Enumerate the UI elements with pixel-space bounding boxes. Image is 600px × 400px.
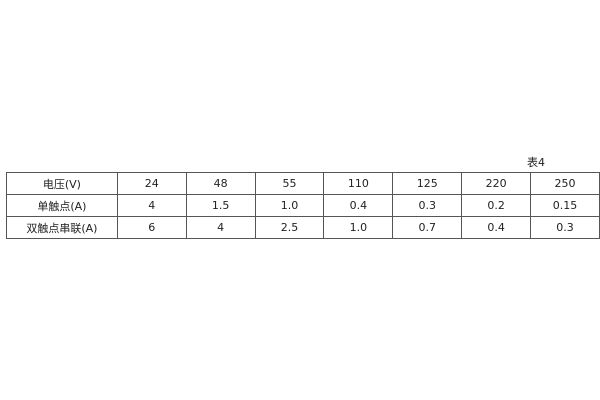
table-row: 双触点串联(A) 6 4 2.5 1.0 0.7 0.4 0.3 bbox=[6, 216, 600, 239]
table-cell: 24 bbox=[116, 172, 187, 195]
table-cell: 0.7 bbox=[392, 216, 463, 239]
table-cell: 250 bbox=[530, 172, 600, 195]
table-cell: 4 bbox=[185, 216, 256, 239]
table-cell: 1.0 bbox=[323, 216, 394, 239]
table-cell: 2.5 bbox=[254, 216, 325, 239]
table-cell: 125 bbox=[392, 172, 463, 195]
table-caption: 表4 bbox=[527, 156, 545, 169]
row-header: 单触点(A) bbox=[6, 194, 118, 217]
table-cell: 0.4 bbox=[461, 216, 532, 239]
table-row: 单触点(A) 4 1.5 1.0 0.4 0.3 0.2 0.15 bbox=[6, 194, 600, 217]
table-row: 电压(V) 24 48 55 110 125 220 250 bbox=[6, 172, 600, 195]
table-cell: 4 bbox=[116, 194, 187, 217]
rating-table: 电压(V) 24 48 55 110 125 220 250 单触点(A) 4 1.5 1.0 0.4 0… bbox=[6, 172, 600, 239]
table-cell: 1.0 bbox=[254, 194, 325, 217]
row-header: 电压(V) bbox=[6, 172, 118, 195]
table-cell: 220 bbox=[461, 172, 532, 195]
table-cell: 6 bbox=[116, 216, 187, 239]
row-header: 双触点串联(A) bbox=[6, 216, 118, 239]
table-cell: 55 bbox=[254, 172, 325, 195]
table-cell: 0.4 bbox=[323, 194, 394, 217]
table-cell: 0.3 bbox=[530, 216, 600, 239]
table-cell: 110 bbox=[323, 172, 394, 195]
table-cell: 0.2 bbox=[461, 194, 532, 217]
table-cell: 48 bbox=[185, 172, 256, 195]
table-cell: 1.5 bbox=[185, 194, 256, 217]
table-cell: 0.15 bbox=[530, 194, 600, 217]
table-cell: 0.3 bbox=[392, 194, 463, 217]
